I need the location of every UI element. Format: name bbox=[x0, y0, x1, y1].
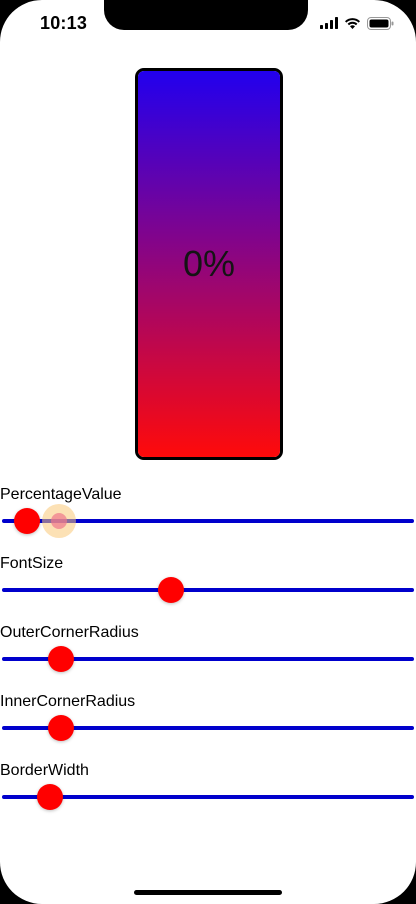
slider-track bbox=[2, 657, 414, 661]
status-icons bbox=[320, 15, 394, 31]
status-time: 10:13 bbox=[40, 13, 88, 33]
slider-thumb[interactable] bbox=[36, 784, 63, 810]
slider-label-font-size: FontSize bbox=[0, 555, 64, 572]
control-font-size: FontSize bbox=[0, 555, 416, 619]
battery-icon bbox=[367, 16, 394, 30]
notch bbox=[104, 0, 308, 30]
control-percentage-value: PercentageValue bbox=[0, 486, 416, 550]
battery-gradient-fill bbox=[138, 71, 280, 457]
slider-label-border-width: BorderWidth bbox=[0, 762, 89, 779]
slider-thumb[interactable] bbox=[48, 646, 75, 672]
slider-track bbox=[2, 588, 414, 592]
slider-track bbox=[2, 726, 414, 730]
slider-thumb[interactable] bbox=[158, 577, 185, 603]
slider-label-percentage-value: PercentageValue bbox=[0, 486, 122, 503]
inner-corner-radius-slider[interactable] bbox=[2, 713, 414, 743]
border-width-slider[interactable] bbox=[2, 782, 414, 812]
font-size-slider[interactable] bbox=[2, 575, 414, 605]
control-outer-corner-radius: OuterCornerRadius bbox=[0, 624, 416, 688]
home-indicator bbox=[134, 890, 282, 895]
percentage-value-slider[interactable] bbox=[2, 504, 414, 538]
wifi-icon bbox=[344, 17, 361, 29]
slider-track bbox=[2, 519, 414, 523]
slider-thumb[interactable] bbox=[13, 508, 40, 534]
battery-progress-view: 0% bbox=[135, 68, 283, 460]
status-bar: 10:13 bbox=[0, 0, 416, 48]
outer-corner-radius-slider[interactable] bbox=[2, 644, 414, 674]
slider-label-outer-corner-radius: OuterCornerRadius bbox=[0, 624, 139, 641]
cellular-signal-icon bbox=[320, 17, 338, 29]
control-border-width: BorderWidth bbox=[0, 762, 416, 826]
percentage-label: 0% bbox=[182, 243, 236, 284]
control-inner-corner-radius: InnerCornerRadius bbox=[0, 693, 416, 757]
slider-label-inner-corner-radius: InnerCornerRadius bbox=[0, 693, 136, 710]
slider-track bbox=[2, 795, 414, 799]
touch-indicator bbox=[42, 504, 77, 538]
slider-thumb[interactable] bbox=[48, 715, 75, 741]
